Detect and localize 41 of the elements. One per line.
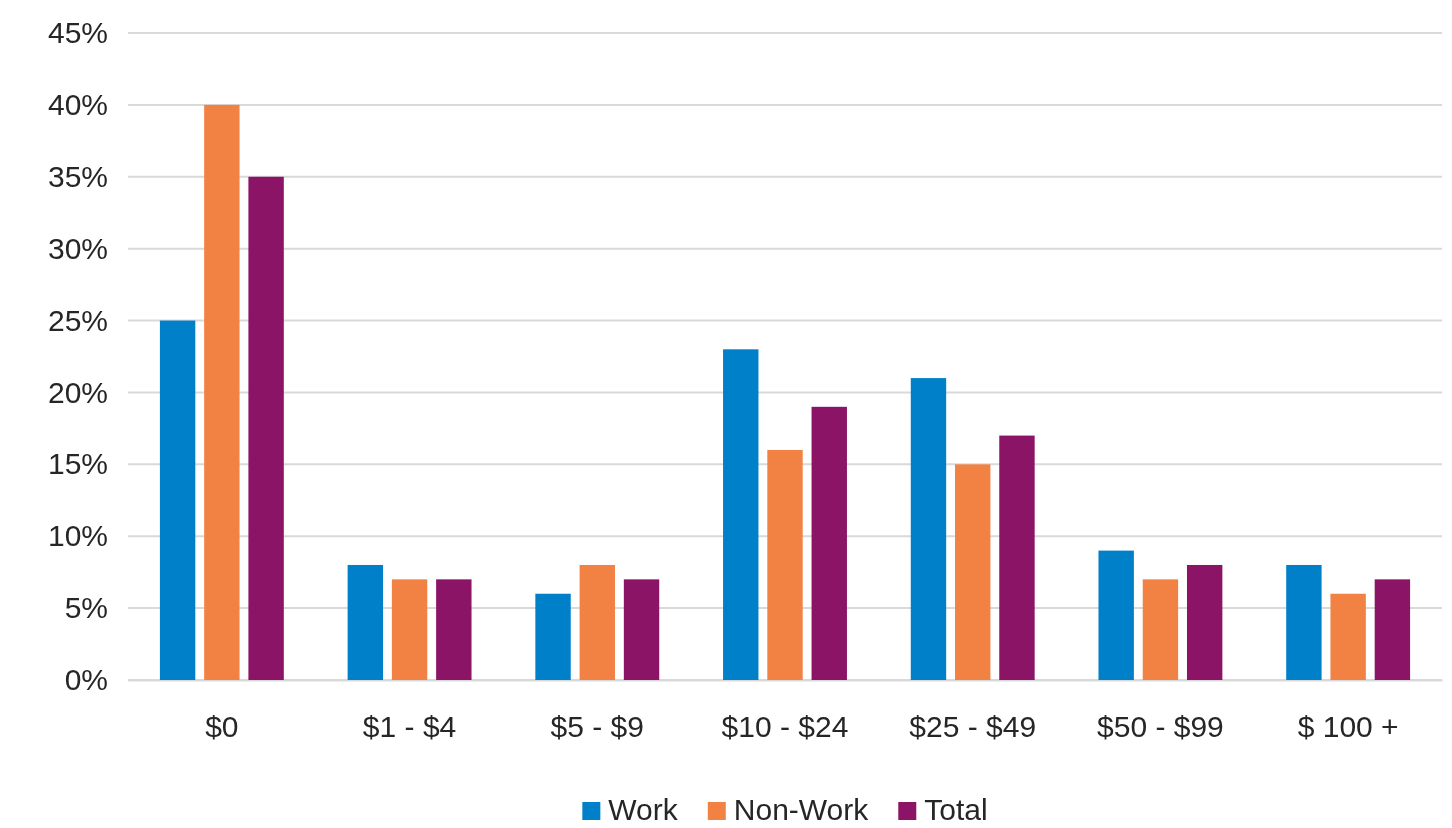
y-tick-label: 15%: [47, 447, 108, 481]
y-tick-label: 0%: [64, 663, 108, 697]
y-tick-label: 35%: [47, 159, 108, 193]
bar: [955, 464, 991, 680]
bar: [436, 579, 472, 680]
bar: [347, 564, 384, 680]
y-tick-label: 40%: [47, 87, 108, 121]
x-tick-label: $25 - $49: [909, 710, 1037, 744]
x-tick-label: $50 - $99: [1097, 710, 1224, 744]
bar: [159, 320, 196, 680]
x-tick-label: $1 - $4: [362, 710, 457, 744]
y-tick-label: 5%: [64, 591, 108, 625]
bar: [767, 449, 803, 680]
y-tick-label: 20%: [47, 375, 108, 409]
bar: [1330, 593, 1366, 680]
x-tick-label: $10 - $24: [721, 710, 849, 744]
bar: [723, 349, 759, 680]
y-tick-label: 25%: [47, 303, 108, 337]
y-tick-label: 45%: [47, 16, 108, 50]
bar: [999, 435, 1035, 680]
x-tick-label: $0: [205, 710, 239, 744]
bar: [391, 579, 428, 680]
legend-label: Non-Work: [733, 793, 870, 826]
bar: [579, 564, 615, 680]
bar: [1142, 579, 1179, 680]
legend-label: Work: [608, 793, 679, 826]
bar: [1098, 550, 1134, 680]
bar: [204, 104, 240, 680]
y-tick-label: 30%: [47, 231, 108, 265]
bar: [623, 579, 660, 680]
legend-label: Total: [924, 793, 988, 826]
bar: [248, 176, 284, 680]
bar: [1186, 564, 1223, 680]
x-tick-label: $ 100 +: [1297, 710, 1399, 744]
bar: [1286, 564, 1322, 680]
bar: [910, 378, 947, 680]
bar: [1374, 579, 1411, 680]
x-tick-label: $5 - $9: [550, 710, 644, 744]
bar: [811, 406, 847, 680]
y-tick-label: 10%: [47, 519, 108, 553]
bar: [535, 593, 571, 680]
